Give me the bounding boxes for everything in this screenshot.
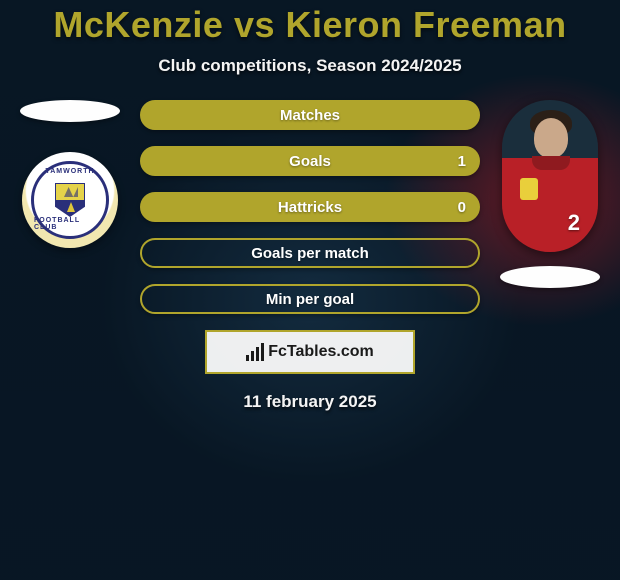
date-label: 11 february 2025 [243, 392, 376, 412]
stat-label: Hattricks [278, 199, 342, 216]
right-player-avatar: 2 [502, 100, 598, 252]
stat-value-right: 0 [458, 199, 466, 216]
club-shield-icon [55, 183, 85, 217]
left-player-column: TAMWORTH FOOTBALL CLUB [10, 100, 130, 248]
right-player-column: 2 [490, 100, 610, 288]
brand-box: FcTables.com [205, 330, 415, 374]
stat-row-goals-per-match: Goals per match [140, 238, 480, 268]
stat-value-right: 1 [458, 153, 466, 170]
bar-chart-icon [246, 343, 264, 361]
stat-row-hattricks: Hattricks 0 [140, 192, 480, 222]
shirt-number: 2 [568, 210, 580, 236]
right-player-name-oval [500, 266, 600, 288]
avatar-collar [532, 156, 570, 170]
stat-row-matches: Matches [140, 100, 480, 130]
brand-text: FcTables.com [268, 343, 374, 361]
club-badge: TAMWORTH FOOTBALL CLUB [31, 161, 109, 239]
avatar-crest-icon [520, 178, 538, 200]
card-content: McKenzie vs Kieron Freeman Club competit… [0, 0, 620, 412]
left-player-name-oval [20, 100, 120, 122]
left-player-avatar: TAMWORTH FOOTBALL CLUB [22, 152, 118, 248]
stats-column: Matches Goals 1 Hattricks 0 Goals per ma… [140, 100, 480, 314]
stat-label: Matches [280, 107, 340, 124]
main-row: TAMWORTH FOOTBALL CLUB Matches Goals 1 H… [0, 100, 620, 314]
club-name-bottom: FOOTBALL CLUB [34, 217, 106, 231]
stat-label: Min per goal [266, 291, 354, 308]
stat-row-min-per-goal: Min per goal [140, 284, 480, 314]
subtitle: Club competitions, Season 2024/2025 [158, 56, 461, 76]
stat-label: Goals [289, 153, 331, 170]
stat-label: Goals per match [251, 245, 369, 262]
stat-row-goals: Goals 1 [140, 146, 480, 176]
avatar-head [534, 118, 568, 158]
page-title: McKenzie vs Kieron Freeman [53, 4, 566, 46]
club-name-top: TAMWORTH [45, 168, 94, 175]
